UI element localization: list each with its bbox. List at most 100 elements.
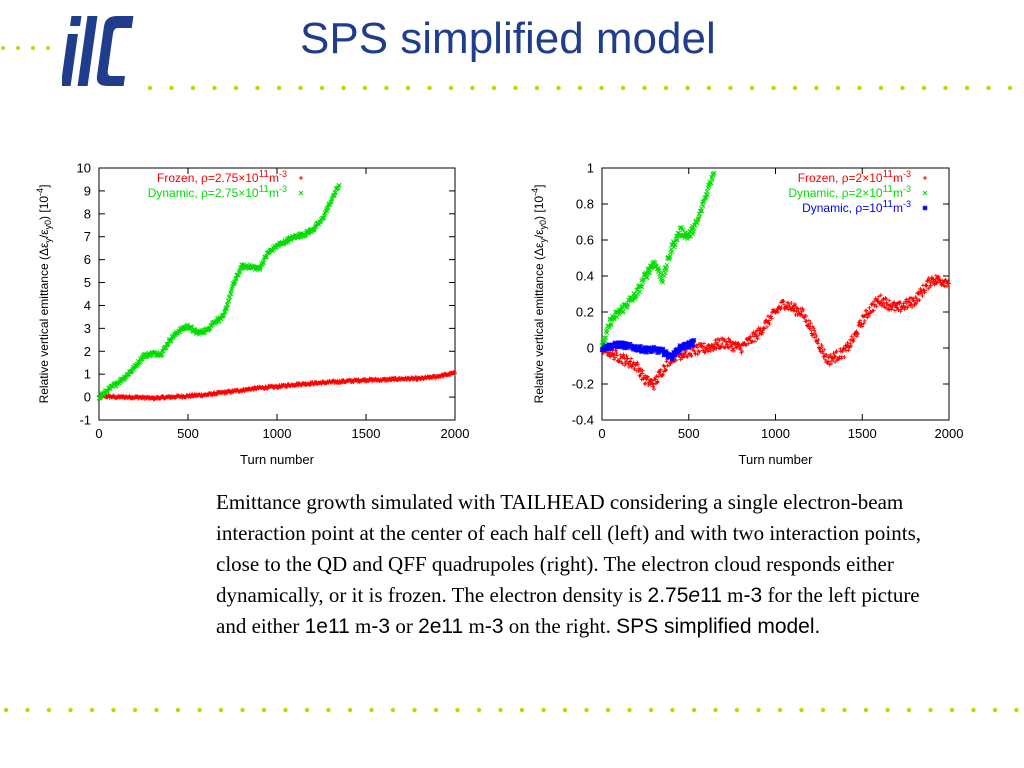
data-point: [933, 273, 938, 278]
data-point: [603, 343, 608, 348]
data-point: [105, 389, 111, 395]
footer-dot: [3, 707, 9, 713]
data-point: [924, 283, 929, 288]
y-tick-label: 2: [84, 344, 91, 359]
slide-title: SPS simplified model: [300, 14, 716, 63]
data-point: [847, 345, 852, 350]
header-dot: [556, 85, 561, 91]
header-dot: [921, 85, 927, 91]
data-point: [662, 273, 667, 279]
footer-dot: [691, 707, 697, 713]
data-point: [186, 326, 192, 332]
series-1: [96, 183, 342, 401]
data-point: [614, 350, 619, 355]
data-point: [887, 298, 892, 303]
data-point: [909, 301, 914, 306]
data-point: [656, 267, 662, 273]
footer-dot: [175, 707, 181, 713]
data-point: [652, 387, 657, 392]
header-dot: [362, 85, 368, 91]
data-point: [668, 351, 673, 357]
footer-dot: [261, 707, 267, 713]
data-point: [731, 346, 736, 351]
y-tick-label: 1: [84, 367, 91, 382]
data-point: [744, 343, 749, 348]
data-point: [876, 294, 881, 299]
data-point: [711, 170, 717, 176]
footer-dot: [756, 707, 761, 713]
data-point: [920, 293, 925, 298]
legend-entry: Dynamic, ρ=2×1011m-3: [788, 184, 911, 200]
data-point: [700, 344, 705, 349]
data-point: [854, 334, 859, 339]
footer-dot: [347, 707, 353, 713]
data-point: [728, 338, 733, 343]
density-exp-3: -3: [484, 615, 504, 638]
legend-entry: Frozen, ρ=2×1011m-3: [798, 169, 911, 185]
data-point: [655, 348, 661, 353]
data-point: [627, 341, 633, 347]
footer-dot: [326, 707, 331, 713]
data-point: [943, 278, 948, 283]
data-point: [733, 342, 738, 347]
header-dot: [642, 85, 647, 91]
data-point: [879, 300, 884, 305]
data-point: [649, 378, 654, 383]
data-point: [884, 297, 889, 302]
y-tick-label: 8: [84, 206, 91, 221]
footer-dot: [369, 707, 374, 713]
data-point: [861, 321, 866, 326]
data-point: [821, 351, 826, 356]
density-unit-2: m: [349, 614, 372, 638]
data-point: [767, 322, 772, 327]
data-point: [947, 281, 951, 286]
data-point: [664, 262, 670, 268]
header-dot: [384, 85, 389, 91]
data-point: [833, 359, 838, 364]
data-point: [723, 340, 728, 345]
data-point: [719, 344, 724, 349]
header-dot: [900, 85, 905, 91]
data-point: [753, 332, 758, 337]
data-point: [695, 345, 700, 350]
data-point: [726, 336, 731, 341]
data-point: [675, 237, 680, 243]
data-point: [667, 255, 672, 260]
y-tick-label: 0.2: [576, 305, 594, 320]
data-point: [650, 349, 655, 354]
data-point: [778, 307, 783, 312]
right-emittance-chart: 0 500 1000 1500 2000 -0.4 -0.2 0 0.2 0.4 0.6 0.8 1 Tu…: [530, 161, 963, 468]
footer-dot: [562, 707, 568, 713]
x-tick-label: 2000: [441, 426, 470, 441]
footer-dot: [455, 707, 460, 713]
footer-dot: [476, 707, 482, 713]
data-point: [670, 239, 676, 244]
data-point: [608, 350, 613, 355]
data-point: [743, 342, 748, 347]
data-point: [793, 302, 798, 307]
data-point: [831, 351, 836, 356]
data-point: [606, 346, 612, 352]
data-point: [859, 322, 864, 327]
data-point: [650, 384, 655, 389]
header-dot: [663, 85, 669, 91]
data-point: [663, 270, 668, 275]
data-point: [608, 322, 614, 328]
header-dot: [169, 85, 174, 91]
data-point: [708, 348, 713, 353]
data-point: [716, 343, 721, 348]
data-point: [938, 277, 943, 282]
data-point: [928, 283, 933, 288]
data-point: [695, 352, 700, 357]
data-point: [624, 353, 629, 358]
data-point: [904, 297, 909, 302]
data-point: [623, 359, 628, 364]
data-point: [690, 342, 695, 348]
footer-dot: [240, 707, 245, 713]
data-point: [874, 304, 879, 309]
footer-dot: [885, 707, 890, 713]
data-point: [694, 220, 700, 226]
data-point: [739, 349, 744, 354]
data-point: [667, 354, 672, 360]
data-point: [914, 296, 919, 301]
